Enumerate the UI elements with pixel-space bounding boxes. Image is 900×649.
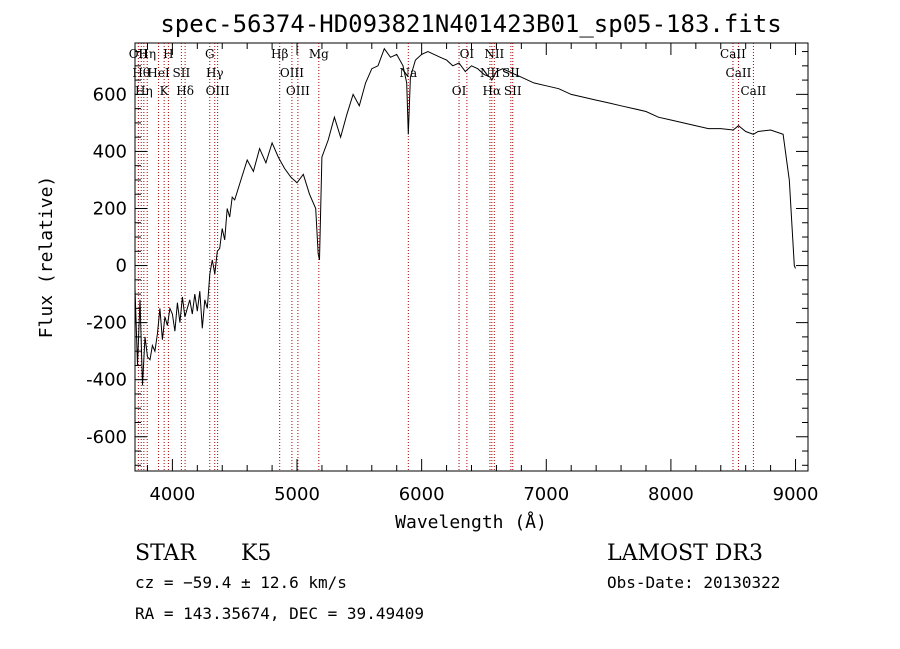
y-tick-label: -200 [86, 313, 127, 334]
spectral-line-label: NII [480, 66, 500, 80]
spectral-line-label: SII [173, 66, 191, 80]
spectral-line-label: Hη [138, 47, 156, 61]
spectral-line-label: Hα [483, 84, 502, 98]
observation-date: Obs-Date: 20130322 [607, 573, 780, 592]
spectral-line-label: Hθ [132, 66, 150, 80]
object-subclass: K5 [241, 541, 271, 566]
spectral-line-label: Hη [135, 84, 153, 98]
object-class: STAR [135, 541, 197, 566]
y-tick-label: 600 [93, 84, 127, 105]
spectral-line-label: K [160, 84, 170, 98]
spectrum-series-line [134, 47, 796, 386]
y-axis-ticks: -600 -400 -200 0 200 400 600 [86, 51, 808, 466]
plot-area: OIIHθHηHηHeIKHSIIHδGHγOIIIHβOIIIOIIIMgNa… [86, 42, 819, 505]
spectral-line-label: CaII [726, 66, 752, 80]
spectral-line-label: OIII [286, 84, 310, 98]
spectral-line-label: OIII [206, 84, 230, 98]
spectral-line-label: SII [504, 84, 522, 98]
spectral-line-label: OII [129, 47, 149, 61]
spectral-line-label: Hβ [271, 47, 288, 61]
x-tick-label: 5000 [274, 484, 320, 505]
info-panel: STAR K5 cz = −59.4 ± 12.6 km/s RA = 143.… [135, 541, 780, 623]
x-axis-ticks: 4000 5000 6000 7000 8000 9000 [146, 43, 819, 505]
x-axis-label: Wavelength (Å) [395, 511, 547, 533]
spectral-line-label: CaII [740, 84, 766, 98]
x-tick-label: 6000 [399, 484, 445, 505]
chart-title: spec-56374-HD093821N401423B01_sp05-183.f… [160, 10, 781, 38]
coordinates: RA = 143.35674, DEC = 39.49409 [135, 604, 424, 623]
redshift-cz: cz = −59.4 ± 12.6 km/s [135, 573, 347, 592]
x-tick-label: 4000 [149, 484, 195, 505]
spectral-line-label: H [163, 47, 173, 61]
y-tick-label: -400 [86, 370, 127, 391]
spectral-line-label: NII [484, 47, 504, 61]
y-axis-label: Flux (relative) [36, 176, 57, 339]
x-tick-label: 9000 [773, 484, 819, 505]
spectral-line-label: Hδ [176, 84, 194, 98]
spectral-line-label: OI [452, 84, 467, 98]
y-tick-label: 200 [93, 198, 127, 219]
y-tick-label: 0 [116, 256, 127, 277]
survey-name: LAMOST DR3 [607, 541, 763, 566]
spectral-line-label: Mg [309, 47, 329, 61]
spectral-line-label: OI [460, 47, 475, 61]
y-tick-label: -600 [86, 427, 127, 448]
y-tick-label: 400 [93, 141, 127, 162]
spectral-line-labels: OIIHθHηHηHeIKHSIIHδGHγOIIIHβOIIIOIIIMgNa… [129, 47, 767, 98]
spectral-line-markers [137, 43, 754, 471]
spectral-line-label: OIII [280, 66, 304, 80]
spectral-line-label: HeI [147, 66, 170, 80]
plot-frame [134, 42, 809, 472]
spectral-line-label: Hγ [206, 66, 224, 80]
spectral-line-label: G [205, 47, 215, 61]
spectral-line-label: CaII [720, 47, 746, 61]
x-tick-label: 7000 [523, 484, 569, 505]
x-tick-label: 8000 [648, 484, 694, 505]
spectral-line-label: Na [399, 66, 417, 80]
